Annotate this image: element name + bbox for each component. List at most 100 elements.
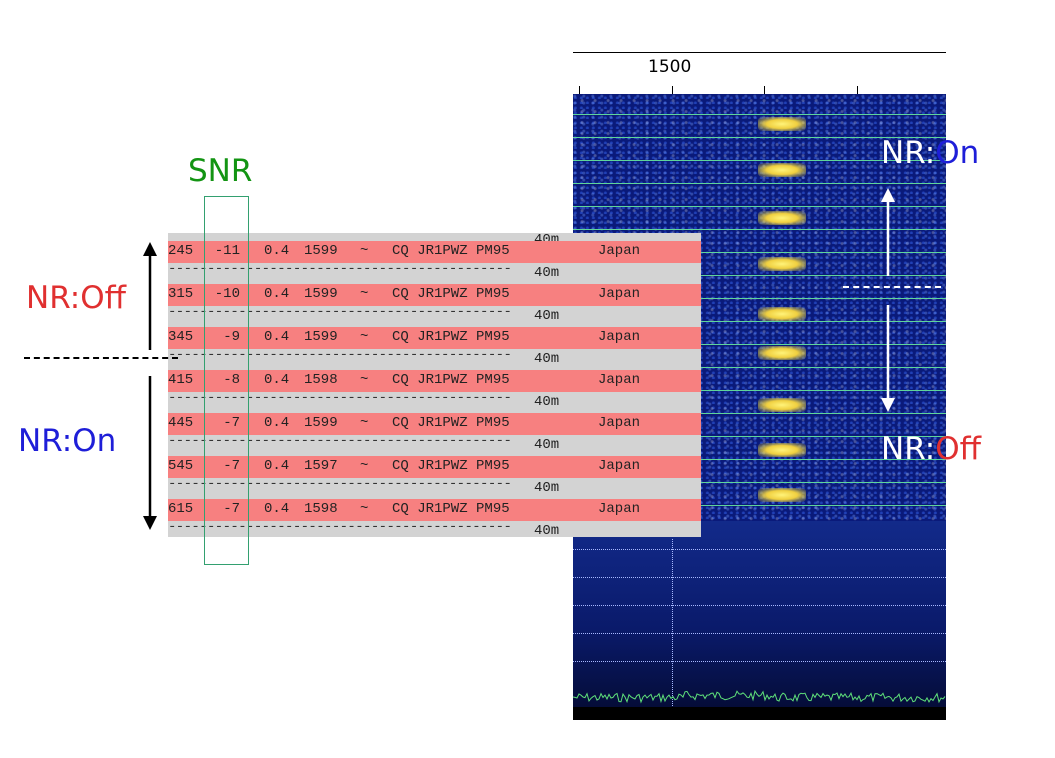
decode-freq: 1599	[304, 415, 338, 431]
spectrum-gridline	[573, 549, 946, 550]
spectrum-footer	[573, 707, 946, 720]
spectrum-marker-line	[672, 539, 673, 720]
waterfall-gridline	[573, 436, 946, 437]
decode-message: CQ JR1PWZ PM95	[392, 415, 510, 431]
decode-row[interactable]: 415 -8 0.4 1598 ~ CQ JR1PWZ PM95 Japan	[168, 370, 701, 392]
decode-snr: -7	[223, 415, 240, 431]
arrow-down-icon	[881, 305, 895, 412]
decode-row[interactable]: 615 -7 0.4 1598 ~ CQ JR1PWZ PM95 Japan	[168, 499, 701, 521]
decode-country: Japan	[598, 329, 641, 345]
band-label: 40m	[534, 393, 560, 410]
separator-dashes: ----------------------------------------…	[168, 303, 512, 320]
decode-country: Japan	[598, 243, 641, 259]
band-label: 40m	[534, 307, 560, 324]
decode-row[interactable]: 345 -9 0.4 1599 ~ CQ JR1PWZ PM95 Japan	[168, 327, 701, 349]
decode-dt: 0.4	[264, 458, 290, 474]
decode-message: CQ JR1PWZ PM95	[392, 243, 510, 259]
decode-mode: ~	[360, 286, 369, 302]
decode-snr: -11	[214, 243, 240, 259]
decode-row[interactable]: 315 -10 0.4 1599 ~ CQ JR1PWZ PM95 Japan	[168, 284, 701, 306]
waterfall-signal-trace	[758, 163, 806, 177]
waterfall-gridline	[573, 459, 946, 460]
waterfall-signal-trace	[758, 346, 806, 360]
decode-snr: -7	[223, 458, 240, 474]
waterfall-gridline	[573, 137, 946, 138]
separator-row: ----------------------------------------…	[168, 390, 701, 414]
separator-dashes: ----------------------------------------…	[168, 346, 512, 363]
separator-row: ----------------------------------------…	[168, 346, 701, 371]
nr-prefix: NR:	[881, 135, 936, 171]
separator-row: ----------------------------------------…	[168, 432, 701, 457]
waterfall-gridline	[573, 321, 946, 322]
decode-list[interactable]: 40m 245 -11 0.4 1599 ~ CQ JR1PWZ PM95 Japan ----…	[168, 233, 701, 537]
decode-country: Japan	[598, 458, 641, 474]
spectrum-display[interactable]	[573, 521, 946, 720]
decode-dt: 0.4	[264, 286, 290, 302]
waterfall-gridline	[573, 206, 946, 207]
decode-mode: ~	[360, 329, 369, 345]
decode-mode: ~	[360, 458, 369, 474]
axis-tick	[857, 86, 858, 95]
waterfall-signal-trace	[758, 307, 806, 321]
nr-off-label: NR:Off	[26, 280, 126, 316]
waterfall-gridline	[573, 160, 946, 161]
waterfall-nr-off-label: NR:Off	[881, 434, 981, 465]
decode-dt: 0.4	[264, 501, 290, 517]
spectrum-gridline	[573, 633, 946, 634]
decode-freq: 1597	[304, 458, 338, 474]
list-divider	[24, 357, 178, 359]
decode-row[interactable]: 245 -11 0.4 1599 ~ CQ JR1PWZ PM95 Japan	[168, 241, 701, 263]
separator-dashes: ----------------------------------------…	[168, 518, 512, 535]
waterfall-gridline	[573, 413, 946, 414]
decode-row[interactable]: 545 -7 0.4 1597 ~ CQ JR1PWZ PM95 Japan	[168, 456, 701, 478]
decode-country: Japan	[598, 501, 641, 517]
decode-dt: 0.4	[264, 415, 290, 431]
waterfall-signal-trace	[758, 257, 806, 271]
decode-row[interactable]: 445 -7 0.4 1599 ~ CQ JR1PWZ PM95 Japan	[168, 413, 701, 435]
nr-value: On	[935, 135, 980, 171]
decode-country: Japan	[598, 415, 641, 431]
arrow-down-icon	[143, 376, 157, 530]
decode-mode: ~	[360, 243, 369, 259]
decode-freq: 1599	[304, 243, 338, 259]
decode-freq: 1599	[304, 329, 338, 345]
band-label: 40m	[534, 436, 560, 453]
snr-column-highlight	[204, 196, 249, 565]
decode-dt: 0.4	[264, 372, 290, 388]
spectrum-gridline	[573, 605, 946, 606]
waterfall-signal-trace	[758, 488, 806, 502]
decode-country: Japan	[598, 286, 641, 302]
decode-freq: 1599	[304, 286, 338, 302]
waterfall-signal-trace	[758, 211, 806, 225]
frequency-label: 1500	[648, 57, 692, 77]
decode-dt: 0.4	[264, 329, 290, 345]
spectrum-trace	[573, 689, 946, 704]
decode-message: CQ JR1PWZ PM95	[392, 286, 510, 302]
decode-time: 415	[168, 372, 194, 388]
band-label: 40m	[534, 479, 560, 496]
waterfall-gridline	[573, 344, 946, 345]
arrow-up-icon	[881, 188, 895, 276]
frequency-axis	[573, 52, 946, 95]
spectrum-gridline	[573, 661, 946, 662]
waterfall-gridline	[573, 505, 946, 506]
waterfall-gridline	[573, 252, 946, 253]
waterfall-gridline	[573, 367, 946, 368]
separator-row: ----------------------------------------…	[168, 518, 701, 538]
separator-row: ----------------------------------------…	[168, 476, 701, 500]
waterfall-signal-trace	[758, 398, 806, 412]
decode-country: Japan	[598, 372, 641, 388]
band-label: 40m	[534, 264, 560, 281]
separator-dashes: ----------------------------------------…	[168, 432, 512, 449]
decode-snr: -8	[223, 372, 240, 388]
separator-row: ----------------------------------------…	[168, 303, 701, 328]
waterfall-gridline	[573, 390, 946, 391]
decode-dt: 0.4	[264, 243, 290, 259]
axis-tick	[579, 86, 580, 95]
decode-freq: 1598	[304, 501, 338, 517]
decode-message: CQ JR1PWZ PM95	[392, 501, 510, 517]
decode-mode: ~	[360, 415, 369, 431]
waterfall-gridline	[573, 275, 946, 276]
waterfall-divider	[843, 286, 941, 288]
waterfall-gridline	[573, 482, 946, 483]
